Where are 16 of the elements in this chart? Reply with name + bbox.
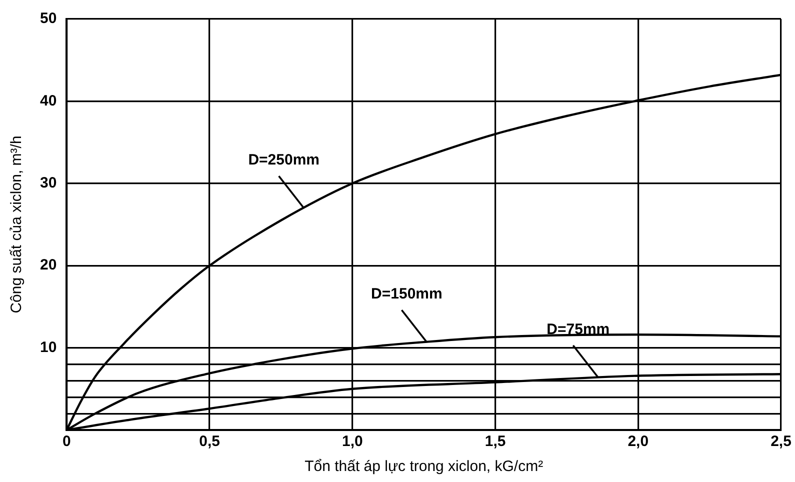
y-tick-label: 30	[40, 174, 57, 192]
x-tick-label: 2,0	[628, 433, 649, 450]
annotation: D=250mm	[248, 152, 320, 169]
x-tick-label: 1,5	[484, 433, 506, 450]
x-tick-label: 2,5	[770, 433, 792, 450]
annotation: D=150mm	[371, 286, 442, 303]
y-tick-label: 20	[40, 256, 57, 274]
y-tick-label: 10	[40, 338, 57, 356]
y-tick-label: 50	[40, 10, 57, 28]
x-tick-label: 1,0	[342, 433, 363, 450]
annotation: D=75mm	[546, 321, 610, 338]
x-tick-label: 0	[62, 433, 71, 450]
x-axis-title: Tổn thất áp lực trong xiclon, kG/cm²	[304, 458, 544, 476]
y-axis-title: Công suất của xiclon, m³/h	[8, 136, 26, 314]
y-tick-label: 40	[40, 92, 57, 110]
x-tick-label: 0,5	[199, 433, 220, 450]
